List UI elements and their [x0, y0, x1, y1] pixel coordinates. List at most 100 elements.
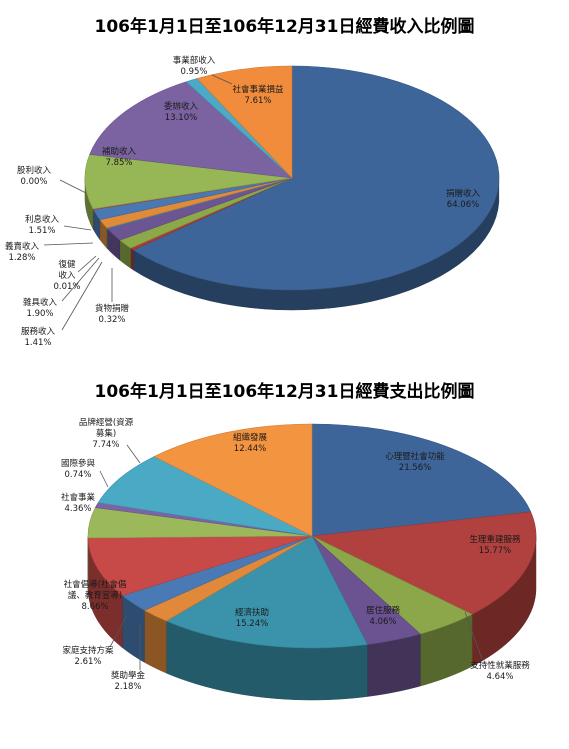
pie-slice-10 [89, 81, 293, 179]
income-pie-svg: 捐贈收入64.06%貨物捐贈0.32%服務收入1.41%雜具收入1.90%復健收… [5, 55, 500, 348]
pie-side-segment [130, 247, 134, 271]
slice-name-label: 雜具收入 [23, 297, 58, 308]
pie-slice-11 [97, 456, 313, 537]
slice-value-label: 15.77% [479, 546, 511, 556]
slice-name-label: 貨物捐贈 [95, 303, 129, 314]
slice-value-label: 2.18% [114, 682, 141, 692]
slice-name-label: 補助收入 [102, 146, 137, 157]
leader-line [126, 444, 141, 464]
slice-value-label: 7.74% [92, 440, 119, 450]
slice-value-label: 0.01% [53, 282, 80, 292]
leader-line [77, 255, 97, 273]
leader-line [61, 257, 100, 302]
slice-value-label: 13.10% [165, 113, 197, 123]
slice-value-label: 21.56% [399, 463, 431, 473]
slice-value-label: 1.28% [8, 253, 35, 263]
slice-value-label: 7.85% [105, 158, 132, 168]
slice-value-label: 4.36% [64, 504, 91, 514]
expense-pie-chart: 106年1月1日至106年12月31日經費支出比例圖 心理暨社會功能 21.56%… [0, 365, 569, 749]
pie-side-walls [87, 536, 537, 701]
pie-slices [84, 65, 500, 291]
slice-value-label: 1.41% [24, 338, 51, 348]
pie-slice-5 [165, 535, 368, 649]
slice-name-label: 組織發展 [233, 432, 268, 443]
slice-name-label: 復健 [58, 259, 76, 270]
income-pie-chart: 106年1月1日至106年12月31日經費收入比例圖 捐贈收入 64.06% 貨物捐… [0, 0, 569, 360]
pie-slice-12 [196, 65, 293, 179]
slice-name-label: 捐贈收入 [446, 188, 481, 199]
slice-value-label: 4.64% [486, 672, 513, 682]
leader-line [464, 611, 483, 660]
slice-name-label: 收入 [58, 270, 76, 281]
slice-value-label: 1.90% [26, 309, 53, 319]
leader-line [63, 225, 92, 231]
slice-value-label: 0.32% [98, 315, 125, 325]
slice-name-label: 心理暨社會功能 [385, 451, 445, 462]
slice-name-label: 議、教育宣導) [68, 590, 122, 601]
slice-value-label: 15.24% [236, 619, 268, 629]
leader-line [109, 614, 128, 648]
slice-name-label: 經濟扶助 [235, 607, 269, 618]
slice-name-label: 社會事業損益 [232, 84, 284, 95]
slice-name-label: 委辦收入 [164, 101, 199, 112]
slice-name-label: 服務收入 [21, 326, 56, 337]
slice-value-label: 12.44% [234, 444, 266, 454]
pie-slice-8 [87, 535, 313, 596]
slice-name-label: 家庭支持方案 [62, 645, 114, 656]
pie-slice-2 [310, 511, 537, 615]
slice-name-label: 居住服務 [366, 605, 401, 616]
slice-value-label: 4.06% [369, 617, 396, 627]
pie-slice-12 [153, 423, 313, 537]
pie-slice-9 [84, 154, 293, 210]
slice-name-label: 國際參與 [61, 458, 96, 469]
slice-name-label: 社會倡導(社會倡 [64, 579, 127, 590]
slice-name-label: 募集) [96, 428, 116, 439]
slice-value-label: 0.74% [64, 470, 91, 480]
pie-slice-1 [132, 65, 500, 291]
leader-line [43, 242, 94, 246]
slice-value-label: 2.61% [74, 657, 101, 667]
slice-name-label: 利息收入 [25, 214, 60, 225]
slice-name-label: 支持性就業服務 [470, 660, 530, 671]
slice-value-label: 7.61% [244, 96, 271, 106]
slice-name-label: 獎助學金 [111, 670, 146, 681]
slice-value-label: 0.95% [180, 67, 207, 77]
slice-name-label: 義賣收入 [5, 241, 40, 252]
slice-value-label: 0.00% [20, 177, 47, 187]
pie-slices [87, 423, 537, 649]
income-chart-title: 106年1月1日至106年12月31日經費收入比例圖 [94, 17, 475, 37]
slice-name-label: 社會事業 [61, 492, 96, 503]
slice-value-label: 8.66% [81, 602, 108, 612]
slice-value-label: 1.51% [28, 226, 55, 236]
slice-name-label: 股利收入 [17, 165, 52, 176]
pie-slice-1 [311, 423, 532, 537]
slice-name-label: 生理重建服務 [469, 534, 521, 545]
slice-value-label: 64.06% [447, 200, 479, 210]
slice-name-label: 事業部收入 [173, 55, 216, 66]
